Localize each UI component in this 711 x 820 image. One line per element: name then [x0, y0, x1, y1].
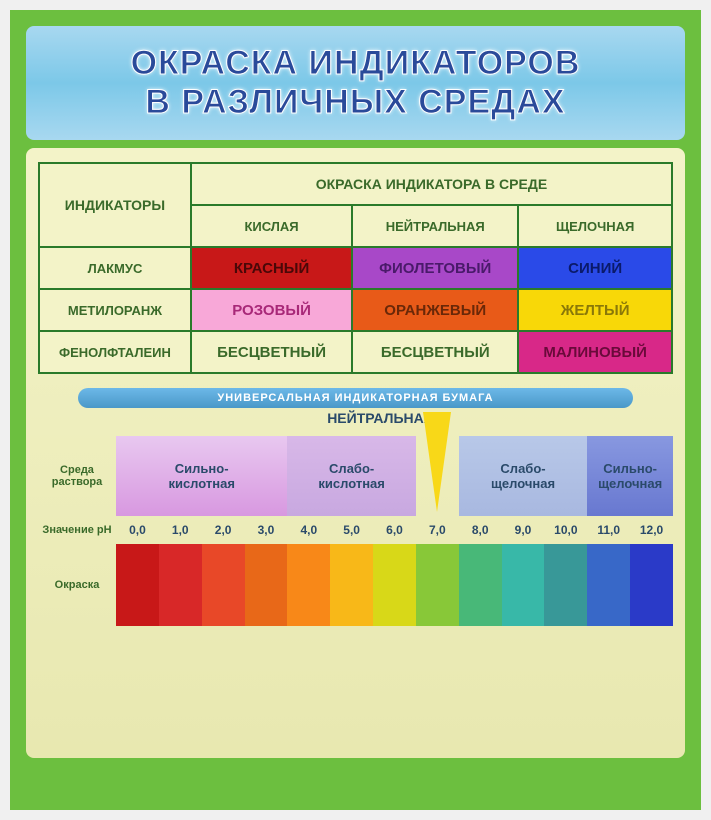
indicator-row-label: ЛАКМУС — [39, 247, 191, 289]
ph-color-swatch — [544, 544, 587, 626]
ph-value: 9,0 — [502, 516, 545, 544]
main-panel: ИНДИКАТОРЫОКРАСКА ИНДИКАТОРА В СРЕДЕКИСЛ… — [26, 148, 685, 758]
title-panel: ОКРАСКА ИНДИКАТОРОВ В РАЗЛИЧНЫХ СРЕДАХ — [26, 26, 685, 140]
ph-value: 11,0 — [587, 516, 630, 544]
ph-color-swatch — [202, 544, 245, 626]
poster: ОКРАСКА ИНДИКАТОРОВ В РАЗЛИЧНЫХ СРЕДАХ И… — [10, 10, 701, 810]
env-block: Слабо-щелочная — [459, 436, 588, 516]
title-line-2: В РАЗЛИЧНЫХ СРЕДАХ — [36, 83, 675, 122]
ph-color-swatch — [116, 544, 159, 626]
label-env: Среда раствора — [38, 436, 116, 516]
ph-value: 10,0 — [544, 516, 587, 544]
indicator-cell: ФИОЛЕТОВЫЙ — [352, 247, 518, 289]
ph-color-swatch — [459, 544, 502, 626]
ph-color-swatch — [330, 544, 373, 626]
title-line-1: ОКРАСКА ИНДИКАТОРОВ — [36, 44, 675, 83]
neutral-label-row: НЕЙТРАЛЬНАЯ — [38, 410, 673, 436]
env-block: Слабо-кислотная — [287, 436, 416, 516]
env-block: Сильно-щелочная — [587, 436, 673, 516]
paper-strip-header: УНИВЕРСАЛЬНАЯ ИНДИКАТОРНАЯ БУМАГА — [78, 388, 633, 408]
env-header: ОКРАСКА ИНДИКАТОРА В СРЕДЕ — [191, 163, 672, 205]
ph-value: 7,0 — [416, 516, 459, 544]
ph-grid-left-labels: Среда раствора Значение pH Окраска — [38, 436, 116, 626]
ph-color-swatch — [159, 544, 202, 626]
ph-color-swatch — [502, 544, 545, 626]
ph-value: 8,0 — [459, 516, 502, 544]
indicator-cell: СИНИЙ — [518, 247, 672, 289]
ph-color-swatch — [245, 544, 288, 626]
indicator-table: ИНДИКАТОРЫОКРАСКА ИНДИКАТОРА В СРЕДЕКИСЛ… — [38, 162, 673, 374]
ph-color-swatch — [630, 544, 673, 626]
ph-color-swatch — [287, 544, 330, 626]
ph-row: 0,01,02,03,04,05,06,07,08,09,010,011,012… — [116, 516, 673, 544]
ph-color-swatch — [416, 544, 459, 626]
indicator-cell: ЖЕЛТЫЙ — [518, 289, 672, 331]
label-ph: Значение pH — [38, 516, 116, 544]
ph-color-swatch — [373, 544, 416, 626]
ph-value: 0,0 — [116, 516, 159, 544]
label-color: Окраска — [38, 544, 116, 626]
ph-grid-right: Сильно-кислотнаяСлабо-кислотная Слабо-щел… — [116, 436, 673, 626]
indicator-cell: КРАСНЫЙ — [191, 247, 352, 289]
ph-value: 1,0 — [159, 516, 202, 544]
indicator-cell: МАЛИНОВЫЙ — [518, 331, 672, 373]
env-row: Сильно-кислотнаяСлабо-кислотная Слабо-щел… — [116, 436, 673, 516]
indicators-header: ИНДИКАТОРЫ — [39, 163, 191, 247]
env-col-0: КИСЛАЯ — [191, 205, 352, 247]
indicator-cell: БЕСЦВЕТНЫЙ — [352, 331, 518, 373]
env-col-1: НЕЙТРАЛЬНАЯ — [352, 205, 518, 247]
ph-value: 6,0 — [373, 516, 416, 544]
env-block: Сильно-кислотная — [116, 436, 287, 516]
indicator-row-label: ФЕНОЛФТАЛЕИН — [39, 331, 191, 373]
ph-value: 4,0 — [287, 516, 330, 544]
env-block — [416, 436, 459, 516]
indicator-cell: БЕСЦВЕТНЫЙ — [191, 331, 352, 373]
indicator-cell: РОЗОВЫЙ — [191, 289, 352, 331]
neutral-label: НЕЙТРАЛЬНАЯ — [327, 410, 434, 426]
ph-value: 3,0 — [245, 516, 288, 544]
ph-grid: Среда раствора Значение pH Окраска Сильн… — [38, 436, 673, 626]
env-col-2: ЩЕЛОЧНАЯ — [518, 205, 672, 247]
color-row — [116, 544, 673, 626]
ph-value: 5,0 — [330, 516, 373, 544]
neutral-pointer-icon — [423, 412, 451, 512]
indicator-cell: ОРАНЖЕВЫЙ — [352, 289, 518, 331]
ph-color-swatch — [587, 544, 630, 626]
indicator-row-label: МЕТИЛОРАНЖ — [39, 289, 191, 331]
ph-value: 12,0 — [630, 516, 673, 544]
ph-value: 2,0 — [202, 516, 245, 544]
